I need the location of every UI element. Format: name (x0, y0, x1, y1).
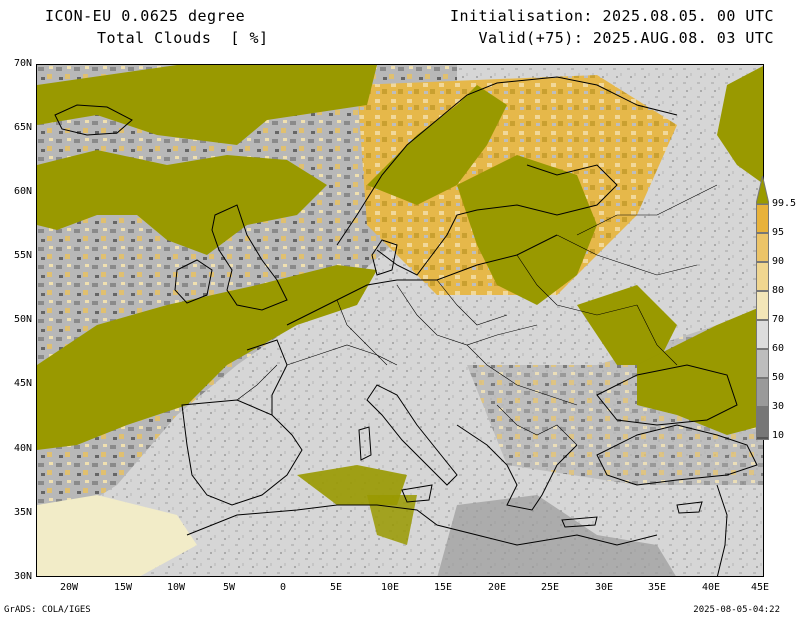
colorbar-label-10: 10 (772, 430, 785, 441)
colorbar-bin-1 (756, 204, 769, 233)
lon-label-40e: 40E (701, 582, 721, 593)
map-canvas (37, 65, 763, 576)
colorbar-bin-3 (756, 262, 769, 291)
field-title: Total Clouds [ %] (97, 29, 269, 47)
lat-label-40n: 40N (13, 443, 32, 454)
render-timestamp: 2025-08-05-04:22 (693, 605, 780, 615)
colorbar-bin-5 (756, 320, 769, 349)
lon-label-20w: 20W (59, 582, 79, 593)
lat-label-60n: 60N (13, 186, 32, 197)
lon-label-35e: 35E (647, 582, 667, 593)
lon-label-5e: 5E (329, 582, 343, 593)
country-borders (236, 184, 718, 446)
lon-label-5w: 5W (222, 582, 236, 593)
lon-label-25e: 25E (540, 582, 560, 593)
lon-label-15w: 15W (113, 582, 133, 593)
colorbar-bin-7 (756, 378, 769, 407)
cloud-map (36, 64, 764, 577)
colorbar-bin-4 (756, 291, 769, 320)
lon-label-45e: 45E (750, 582, 770, 593)
model-title: ICON-EU 0.0625 degree (45, 7, 246, 25)
lon-label-10e: 10E (380, 582, 400, 593)
overcast-black-sea (637, 305, 763, 435)
lat-label-35n: 35N (13, 507, 32, 518)
lat-label-45n: 45N (13, 378, 32, 389)
overcast-norway (367, 85, 507, 205)
colorbar-bin-2 (756, 233, 769, 262)
colorbar-label-80: 80 (772, 285, 785, 296)
lon-label-0: 0 (279, 582, 287, 593)
colorbar-bin-8 (756, 407, 769, 436)
colorbar-bin-6 (756, 349, 769, 378)
colorbar-label-50: 50 (772, 372, 785, 383)
lon-label-10w: 10W (166, 582, 186, 593)
grads-credit: GrADS: COLA/IGES (4, 605, 91, 615)
overcast-frontal-band (37, 265, 377, 450)
colorbar-label-70: 70 (772, 314, 785, 325)
lat-label-30n: 30N (13, 571, 32, 582)
lat-label-55n: 55N (13, 250, 32, 261)
overcast-northeast (717, 66, 763, 184)
lat-label-70n: 70N (13, 58, 32, 69)
lon-label-30e: 30E (594, 582, 614, 593)
overcast-north-atlantic (37, 65, 377, 145)
lat-label-65n: 65N (13, 122, 32, 133)
colorbar-label-95: 95 (772, 227, 785, 238)
lon-label-20e: 20E (487, 582, 507, 593)
initialisation-time: Initialisation: 2025.08.05. 00 UTC (449, 7, 774, 25)
colorbar-label-60: 60 (772, 343, 785, 354)
colorbar-label-30: 30 (772, 401, 785, 412)
valid-time: Valid(+75): 2025.AUG.08. 03 UTC (478, 29, 774, 47)
overcast-low-system (37, 150, 327, 255)
lon-label-15e: 15E (433, 582, 453, 593)
overcast-baltic (457, 155, 597, 305)
colorbar-label-99-5: 99.5 (772, 198, 797, 209)
lat-label-50n: 50N (13, 314, 32, 325)
colorbar-label-90: 90 (772, 256, 785, 267)
colorbar-top-triangle (756, 176, 769, 204)
colorbar-bin-9 (756, 436, 769, 440)
